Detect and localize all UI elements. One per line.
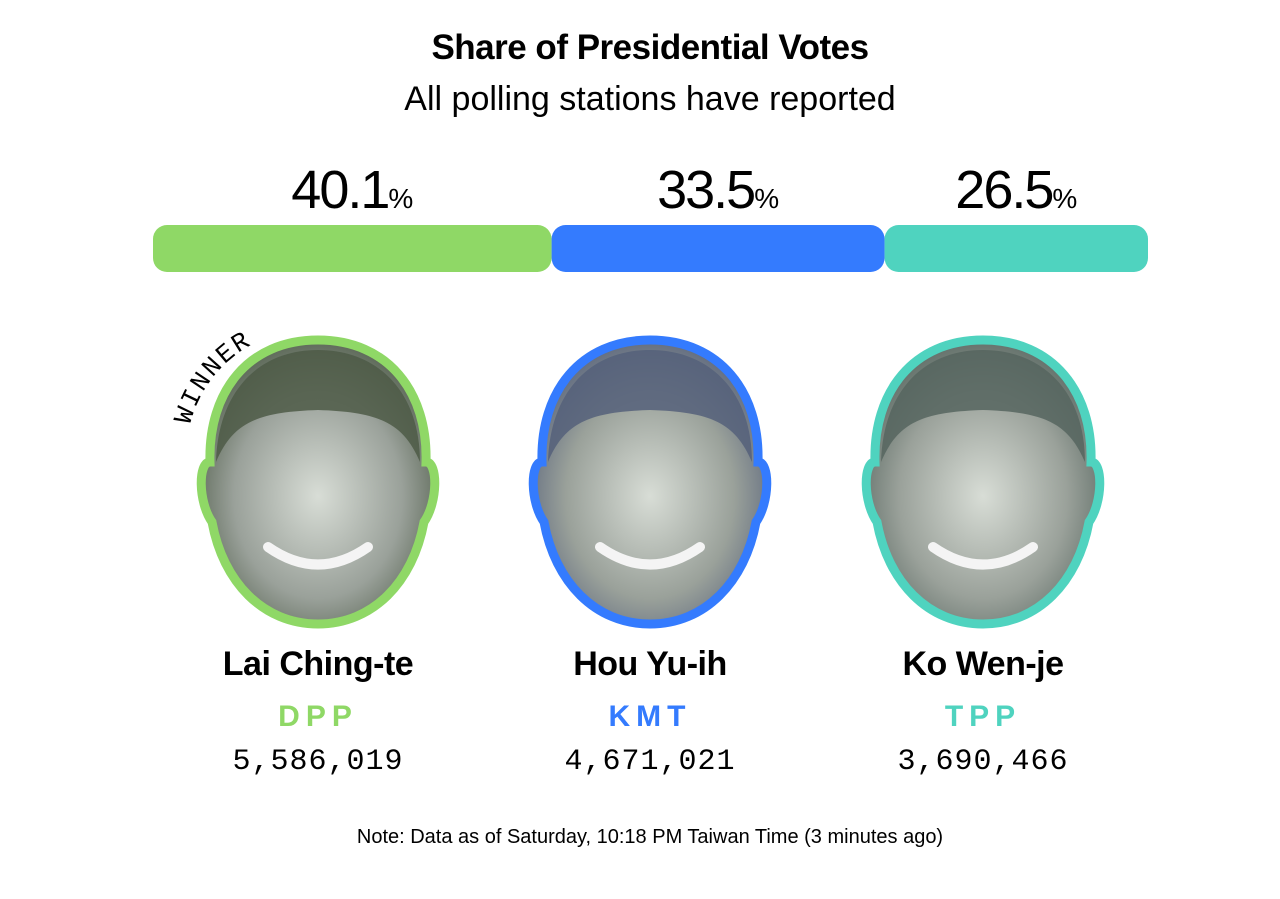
- bar-value-label: 40.1%: [291, 160, 413, 220]
- hair-shape: [548, 350, 752, 462]
- bar-segment-tpp: [884, 225, 1148, 272]
- bar-segment-dpp: [153, 225, 552, 272]
- smile-shape: [263, 542, 373, 570]
- smile-shape: [928, 542, 1038, 570]
- candidate-name: Lai Ching-te: [222, 645, 414, 683]
- data-note: Note: Data as of Saturday, 10:18 PM Taiw…: [356, 826, 944, 848]
- chart-subtitle: All polling stations have reported: [404, 80, 896, 118]
- candidate-votes: 5,586,019: [232, 745, 404, 779]
- hair-shape: [216, 350, 420, 462]
- candidate-photo: [861, 335, 1105, 629]
- vote-share-bar: 40.1% 33.5% 26.5%: [153, 160, 1148, 272]
- candidate-votes: 4,671,021: [564, 745, 736, 779]
- candidate-party: KMT: [608, 700, 692, 733]
- svg-text:WINNER: WINNER: [169, 325, 257, 427]
- candidate-party: TPP: [944, 700, 1022, 733]
- candidate-votes: 3,690,466: [897, 745, 1069, 779]
- chart-title: Share of Presidential Votes: [431, 28, 869, 67]
- smile-shape: [595, 542, 705, 570]
- candidate-name: Ko Wen-je: [902, 645, 1064, 683]
- candidate-photo: [528, 335, 772, 629]
- candidate-photo: [196, 335, 440, 629]
- candidate-name: Hou Yu-ih: [573, 645, 727, 683]
- hair-shape: [881, 350, 1085, 462]
- bar-value-label: 26.5%: [955, 160, 1077, 220]
- winner-badge: WINNER: [169, 325, 257, 427]
- bar-value-label: 33.5%: [657, 160, 779, 220]
- candidate-party: DPP: [278, 700, 358, 733]
- bar-segment-kmt: [551, 225, 885, 272]
